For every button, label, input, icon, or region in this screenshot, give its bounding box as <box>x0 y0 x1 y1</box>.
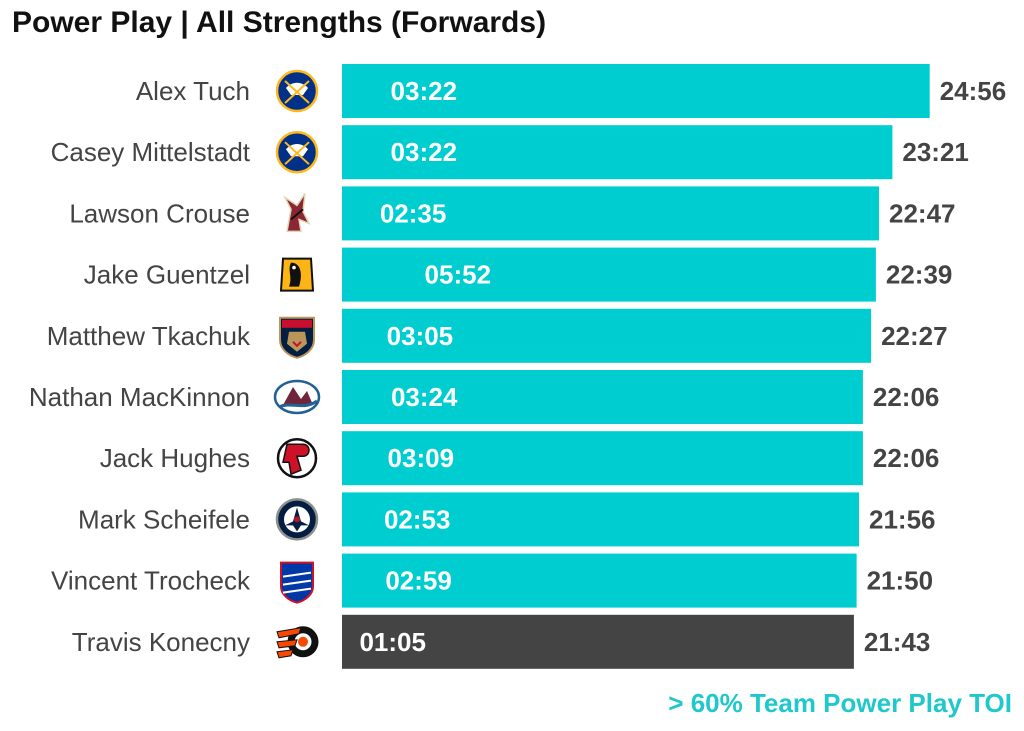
player-name-label: Jack Hughes <box>100 443 250 473</box>
power-play-toi-label: 05:52 <box>425 260 492 290</box>
total-toi-label: 21:56 <box>869 504 936 534</box>
bar <box>342 492 859 547</box>
player-name-label: Casey Mittelstadt <box>51 137 251 167</box>
bar <box>342 125 893 180</box>
pittsburgh-penguins-logo-icon <box>279 257 315 292</box>
player-name-label: Lawson Crouse <box>69 198 250 228</box>
bar-row: Lawson Crouse 02:35 22:47 <box>69 186 956 241</box>
power-play-toi-label: 03:22 <box>391 76 458 106</box>
florida-panthers-logo-icon <box>279 316 315 359</box>
total-toi-label: 23:21 <box>902 137 969 167</box>
total-toi-label: 22:47 <box>889 198 956 228</box>
bar-row: Jake Guentzel 05:52 22:39 <box>84 247 953 302</box>
power-play-toi-label: 02:35 <box>380 198 447 228</box>
bar-row: Casey Mittelstadt 03:22 23:21 <box>51 125 969 180</box>
legend-note: > 60% Team Power Play TOI <box>668 688 1012 718</box>
power-play-toi-label: 03:22 <box>391 137 458 167</box>
player-name-label: Travis Konecny <box>72 627 250 657</box>
power-play-toi-label: 02:59 <box>385 566 452 596</box>
power-play-toi-label: 02:53 <box>384 504 451 534</box>
bar <box>342 431 863 486</box>
total-toi-label: 22:39 <box>886 260 953 290</box>
bar <box>342 308 872 363</box>
total-toi-label: 24:56 <box>940 76 1007 106</box>
bar-row: Alex Tuch 03:22 24:56 <box>136 64 1006 118</box>
bar-row: Vincent Trocheck 02:59 21:50 <box>51 553 934 608</box>
power-play-toi-label: 03:24 <box>391 382 458 412</box>
power-play-toi-label: 03:05 <box>387 321 454 351</box>
bar <box>342 186 879 241</box>
power-play-toi-label: 01:05 <box>359 627 426 657</box>
bar <box>342 370 863 424</box>
philadelphia-flyers-logo-icon <box>276 626 319 659</box>
player-name-label: Alex Tuch <box>136 76 250 106</box>
player-name-label: Nathan MacKinnon <box>29 382 250 412</box>
colorado-avalanche-logo-icon <box>273 379 321 415</box>
arizona-coyotes-logo-icon <box>283 192 311 233</box>
bar <box>342 247 876 302</box>
bar-row: Travis Konecny 01:05 21:43 <box>72 614 931 669</box>
new-jersey-devils-logo-icon <box>276 437 318 479</box>
bar-row: Mark Scheifele 02:53 21:56 <box>78 492 936 547</box>
total-toi-label: 22:06 <box>873 443 940 473</box>
chart-title: Power Play | All Strengths (Forwards) <box>12 6 547 39</box>
player-name-label: Jake Guentzel <box>84 260 250 290</box>
total-toi-label: 21:50 <box>867 566 934 596</box>
bar-row: Nathan MacKinnon 03:24 22:06 <box>29 370 940 424</box>
buffalo-sabres-logo-icon <box>275 69 319 113</box>
total-toi-label: 22:06 <box>873 382 940 412</box>
player-name-label: Matthew Tkachuk <box>47 321 251 351</box>
bar <box>342 614 854 669</box>
power-play-toi-label: 03:09 <box>388 443 455 473</box>
winnipeg-jets-logo-icon <box>275 498 319 541</box>
total-toi-label: 22:27 <box>881 321 948 351</box>
bar <box>342 64 930 118</box>
buffalo-sabres-logo-icon <box>275 130 319 174</box>
new-york-rangers-logo-icon <box>280 561 314 604</box>
player-name-label: Vincent Trocheck <box>51 566 251 596</box>
total-toi-label: 21:43 <box>864 627 931 657</box>
player-name-label: Mark Scheifele <box>78 504 250 534</box>
bar-row: Jack Hughes 03:09 22:06 <box>100 431 940 486</box>
bar <box>342 553 857 608</box>
bar-row: Matthew Tkachuk 03:05 22:27 <box>47 308 948 363</box>
